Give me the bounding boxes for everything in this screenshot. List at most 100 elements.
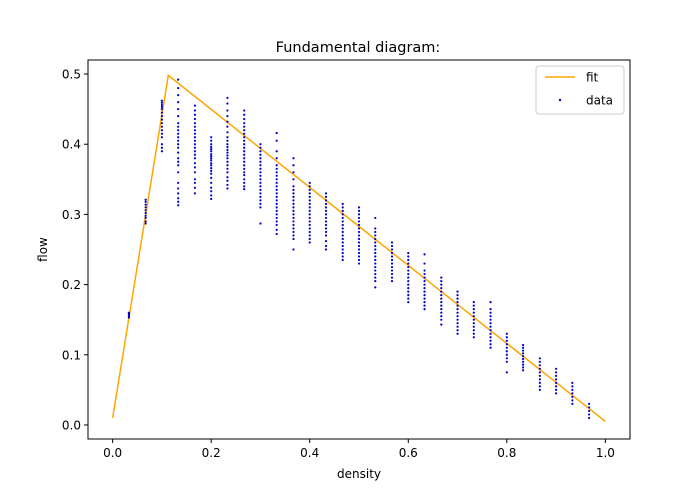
data-point [177, 78, 180, 81]
data-point [210, 197, 213, 201]
data-point [374, 251, 377, 255]
data-point [423, 253, 426, 256]
data-point [243, 164, 246, 167]
data-point [292, 213, 295, 216]
data-point [357, 206, 361, 209]
data-point [374, 286, 377, 289]
data-point [440, 311, 443, 314]
data-point [374, 234, 377, 237]
data-point [210, 148, 213, 151]
data-point [210, 169, 213, 172]
data-point [374, 269, 377, 272]
data-point [160, 108, 164, 111]
data-point [374, 258, 377, 262]
data-point [243, 143, 246, 146]
data-point [472, 332, 475, 335]
data-point [324, 227, 328, 230]
data-point [341, 206, 344, 209]
legend: fit data [535, 65, 625, 115]
data-point [210, 176, 213, 180]
data-point [193, 129, 197, 132]
data-point [423, 272, 426, 276]
data-point [341, 209, 344, 212]
data-point [160, 132, 164, 135]
data-point [423, 301, 426, 304]
data-point [144, 211, 147, 215]
data-point [588, 413, 591, 416]
data-point [588, 416, 591, 420]
data-point [374, 248, 377, 251]
data-point [177, 93, 180, 97]
data-point [374, 216, 377, 220]
data-point [292, 220, 295, 223]
data-point [407, 287, 410, 290]
data-point [259, 150, 262, 153]
data-point [210, 152, 213, 156]
data-point [489, 301, 492, 304]
data-point [275, 167, 278, 170]
data-point [357, 234, 361, 237]
data-point [177, 122, 180, 125]
data-point [243, 117, 246, 121]
data-point [160, 111, 164, 114]
data-point [210, 159, 213, 162]
data-point [226, 139, 229, 142]
data-point [374, 265, 377, 269]
data-point [226, 164, 229, 167]
data-point [423, 262, 426, 265]
data-point [275, 192, 278, 195]
data-point [341, 244, 344, 248]
data-point [505, 332, 508, 335]
data-point [292, 171, 295, 174]
data-point [571, 392, 574, 395]
data-point [390, 265, 394, 269]
data-point [472, 304, 475, 307]
data-point [193, 178, 197, 181]
data-point [423, 304, 426, 307]
data-point [193, 146, 197, 149]
data-point [226, 120, 229, 123]
data-point [456, 318, 459, 321]
data-point [160, 143, 164, 146]
data-point [407, 265, 410, 269]
data-point [324, 206, 328, 209]
data-point [308, 202, 311, 205]
data-point [259, 178, 262, 181]
data-point [292, 209, 295, 212]
data-point [226, 187, 229, 190]
data-point [275, 213, 278, 216]
data-point [521, 346, 525, 349]
data-point [193, 125, 197, 128]
data-point [357, 209, 361, 212]
data-point [308, 206, 311, 209]
data-point [177, 129, 180, 132]
data-point [489, 322, 492, 325]
data-point [472, 322, 475, 325]
data-point [243, 139, 246, 142]
data-point [538, 371, 541, 374]
data-point [538, 385, 541, 388]
data-point [160, 150, 164, 153]
data-point [489, 308, 492, 311]
data-point [193, 192, 197, 195]
data-point [160, 125, 164, 128]
data-point [521, 349, 525, 352]
data-point [489, 315, 492, 318]
data-point [554, 374, 558, 377]
data-point [390, 251, 394, 255]
data-point [538, 364, 541, 367]
data-point [374, 227, 377, 230]
data-point [588, 402, 591, 406]
data-point [259, 192, 262, 195]
data-point [243, 167, 246, 170]
data-point [324, 199, 328, 202]
data-point [440, 308, 443, 311]
data-point [243, 109, 246, 112]
data-point [275, 199, 278, 202]
data-point [324, 220, 328, 223]
data-point [243, 146, 246, 149]
data-point [357, 216, 361, 220]
data-point [177, 192, 180, 195]
data-point [308, 188, 311, 191]
data-point [193, 166, 197, 169]
